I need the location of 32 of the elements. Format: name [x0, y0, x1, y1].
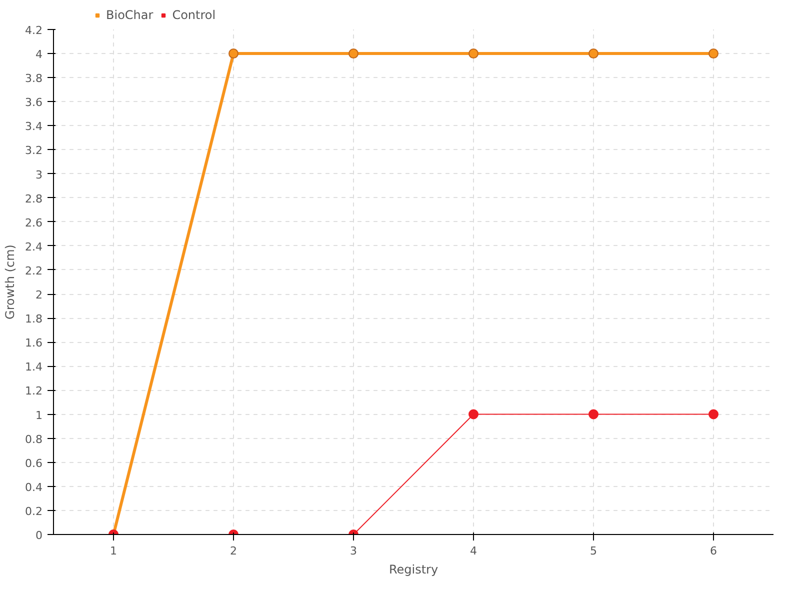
y-tick-label: 0.2 [25, 504, 43, 518]
legend-label: Control [172, 8, 216, 22]
y-tick-label: 0.4 [25, 480, 43, 494]
y-tick-label: 2.6 [25, 216, 43, 230]
y-tick-label: 2.8 [25, 192, 43, 206]
x-tick-label: 2 [230, 544, 237, 558]
x-tick-label: 4 [470, 544, 477, 558]
y-tick-label: 2.4 [25, 240, 43, 254]
y-tick-label: 3.8 [25, 72, 43, 86]
x-tick-label: 1 [110, 544, 117, 558]
legend-label: BioChar [106, 8, 154, 22]
x-tick-label: 6 [710, 544, 717, 558]
y-tick-label: 1.8 [25, 312, 43, 326]
y-tick-label: 2 [36, 288, 42, 302]
x-tick-label: 3 [350, 544, 357, 558]
y-tick-label: 3.6 [25, 96, 43, 110]
y-tick-label: 0.8 [25, 432, 43, 446]
y-tick-label: 1.2 [25, 384, 43, 398]
y-tick-label: 1.4 [25, 360, 43, 374]
y-tick-label: 3.4 [25, 120, 43, 134]
y-axis-title: Growth (cm) [3, 244, 18, 320]
x-axis-title: Registry [388, 562, 438, 576]
y-tick-label: 3.2 [25, 144, 43, 158]
y-tick-label: 1 [36, 408, 42, 422]
y-tick-label: 3 [36, 168, 42, 182]
y-tick-label: 4.2 [25, 24, 43, 37]
y-tick-label: 0.6 [25, 456, 43, 470]
y-tick-label: 2.2 [25, 264, 43, 278]
y-tick-label: 1.6 [25, 336, 43, 350]
y-tick-label: 4 [36, 48, 42, 62]
x-tick-label: 5 [590, 544, 597, 558]
y-tick-label: 0 [36, 529, 42, 542]
